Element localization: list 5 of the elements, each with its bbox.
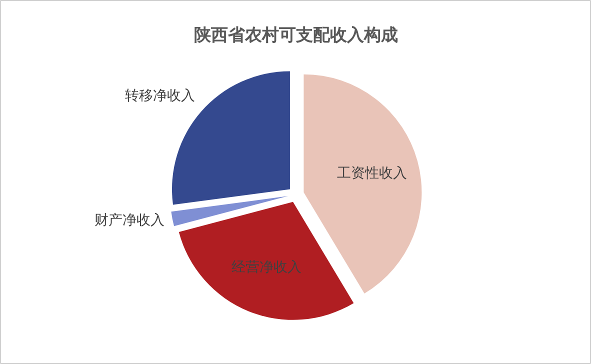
slice-label: 财产净收入 <box>94 212 164 228</box>
slice-label: 转移净收入 <box>125 88 196 104</box>
slice-label: 经营净收入 <box>231 259 302 276</box>
chart-title: 陕西省农村可支配收入构成 <box>194 26 398 46</box>
slice-label: 工资性收入 <box>336 165 407 182</box>
